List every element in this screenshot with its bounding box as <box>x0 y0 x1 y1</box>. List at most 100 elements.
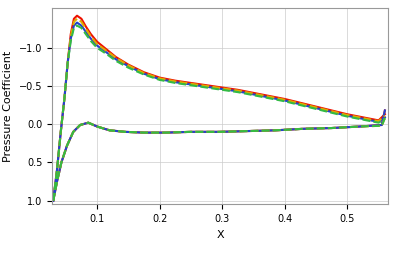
FENSAP-Clean <box>79 20 84 23</box>
Line: FENSAP-Rough: FENSAP-Rough <box>53 26 385 201</box>
FENSAP-Rough <box>382 117 387 121</box>
FENSAP-Rough <box>188 84 193 87</box>
CFX-Clean <box>188 81 193 84</box>
Line: CFX-Clean: CFX-Clean <box>53 16 385 201</box>
FENSAP-Clean <box>62 96 67 99</box>
CFX-Clean <box>72 17 76 20</box>
CFX-Rough <box>376 120 381 123</box>
FENSAP-Rough <box>75 24 80 27</box>
FENSAP-Clean <box>88 35 93 38</box>
FENSAP-Rough <box>236 90 240 94</box>
CFX-Rough <box>55 168 60 172</box>
FENSAP-Rough <box>329 111 334 114</box>
FENSAP-Clean <box>55 168 60 172</box>
CFX-Rough <box>88 37 93 40</box>
CFX-Rough <box>173 81 178 84</box>
CFX-Rough <box>345 114 350 118</box>
FENSAP-Clean <box>188 82 193 85</box>
FENSAP-Rough <box>83 33 88 36</box>
FENSAP-Rough <box>79 26 84 30</box>
CFX-Rough <box>65 62 70 65</box>
FENSAP-Clean <box>376 119 381 123</box>
CFX-Rough <box>220 87 224 91</box>
CFX-Rough <box>360 117 365 121</box>
CFX-Clean <box>75 14 80 17</box>
FENSAP-Rough <box>220 88 224 91</box>
FENSAP-Rough <box>88 39 93 43</box>
FENSAP-Rough <box>95 46 100 49</box>
CFX-Clean <box>298 101 303 104</box>
CFX-Clean <box>345 113 350 116</box>
FENSAP-Rough <box>157 78 162 82</box>
FENSAP-Rough <box>267 97 272 100</box>
CFX-Rough <box>329 110 334 114</box>
FENSAP-Rough <box>55 168 60 172</box>
CFX-Rough <box>72 24 76 27</box>
CFX-Rough <box>188 83 193 86</box>
FENSAP-Clean <box>382 114 387 118</box>
CFX-Rough <box>267 96 272 99</box>
FENSAP-Clean <box>360 116 365 120</box>
FENSAP-Rough <box>376 121 381 124</box>
FENSAP-Clean <box>75 17 80 20</box>
CFX-Rough <box>298 103 303 106</box>
CFX-Clean <box>267 94 272 98</box>
FENSAP-Clean <box>142 71 146 75</box>
CFX-Rough <box>83 30 88 33</box>
CFX-Rough <box>126 65 131 68</box>
CFX-Rough <box>282 99 287 102</box>
FENSAP-Clean <box>251 92 256 95</box>
CFX-Rough <box>68 37 73 40</box>
FENSAP-Rough <box>142 73 146 76</box>
FENSAP-Clean <box>68 35 73 38</box>
FENSAP-Rough <box>360 118 365 121</box>
FENSAP-Rough <box>282 100 287 103</box>
CFX-Clean <box>65 62 70 65</box>
CFX-Clean <box>104 48 109 51</box>
Y-axis label: Pressure Coefficient: Pressure Coefficient <box>3 51 13 162</box>
FENSAP-Rough <box>62 96 67 99</box>
CFX-Clean <box>282 97 287 101</box>
CFX-Clean <box>360 116 365 119</box>
CFX-Rough <box>142 72 146 75</box>
FENSAP-Rough <box>173 81 178 84</box>
CFX-Clean <box>251 91 256 94</box>
CFX-Rough <box>79 24 84 27</box>
FENSAP-Rough <box>114 59 118 62</box>
FENSAP-Clean <box>157 77 162 80</box>
CFX-Rough <box>51 199 56 202</box>
FENSAP-Rough <box>104 52 109 55</box>
FENSAP-Clean <box>220 87 224 90</box>
FENSAP-Rough <box>204 86 209 89</box>
FENSAP-Clean <box>173 80 178 83</box>
FENSAP-Clean <box>126 64 131 67</box>
FENSAP-Clean <box>95 43 100 46</box>
CFX-Clean <box>157 76 162 79</box>
FENSAP-Rough <box>126 66 131 69</box>
CFX-Rough <box>204 85 209 89</box>
CFX-Clean <box>382 113 387 116</box>
FENSAP-Rough <box>51 199 56 202</box>
FENSAP-Clean <box>282 98 287 101</box>
CFX-Clean <box>55 168 60 172</box>
Line: CFX-Rough: CFX-Rough <box>53 23 385 201</box>
CFX-Clean <box>314 105 318 108</box>
FENSAP-Clean <box>329 109 334 113</box>
FENSAP-Clean <box>236 89 240 92</box>
FENSAP-Clean <box>267 95 272 98</box>
CFX-Rough <box>62 96 67 99</box>
CFX-Clean <box>51 199 56 202</box>
FENSAP-Rough <box>68 39 73 43</box>
CFX-Clean <box>376 119 381 122</box>
FENSAP-Rough <box>58 130 63 133</box>
FENSAP-Clean <box>104 49 109 52</box>
CFX-Clean <box>58 130 63 133</box>
FENSAP-Clean <box>204 84 209 88</box>
CFX-Rough <box>95 44 100 47</box>
CFX-Rough <box>75 21 80 24</box>
FENSAP-Rough <box>251 94 256 97</box>
CFX-Clean <box>79 17 84 20</box>
FENSAP-Clean <box>58 130 63 133</box>
FENSAP-Clean <box>65 62 70 65</box>
FENSAP-Clean <box>345 114 350 117</box>
